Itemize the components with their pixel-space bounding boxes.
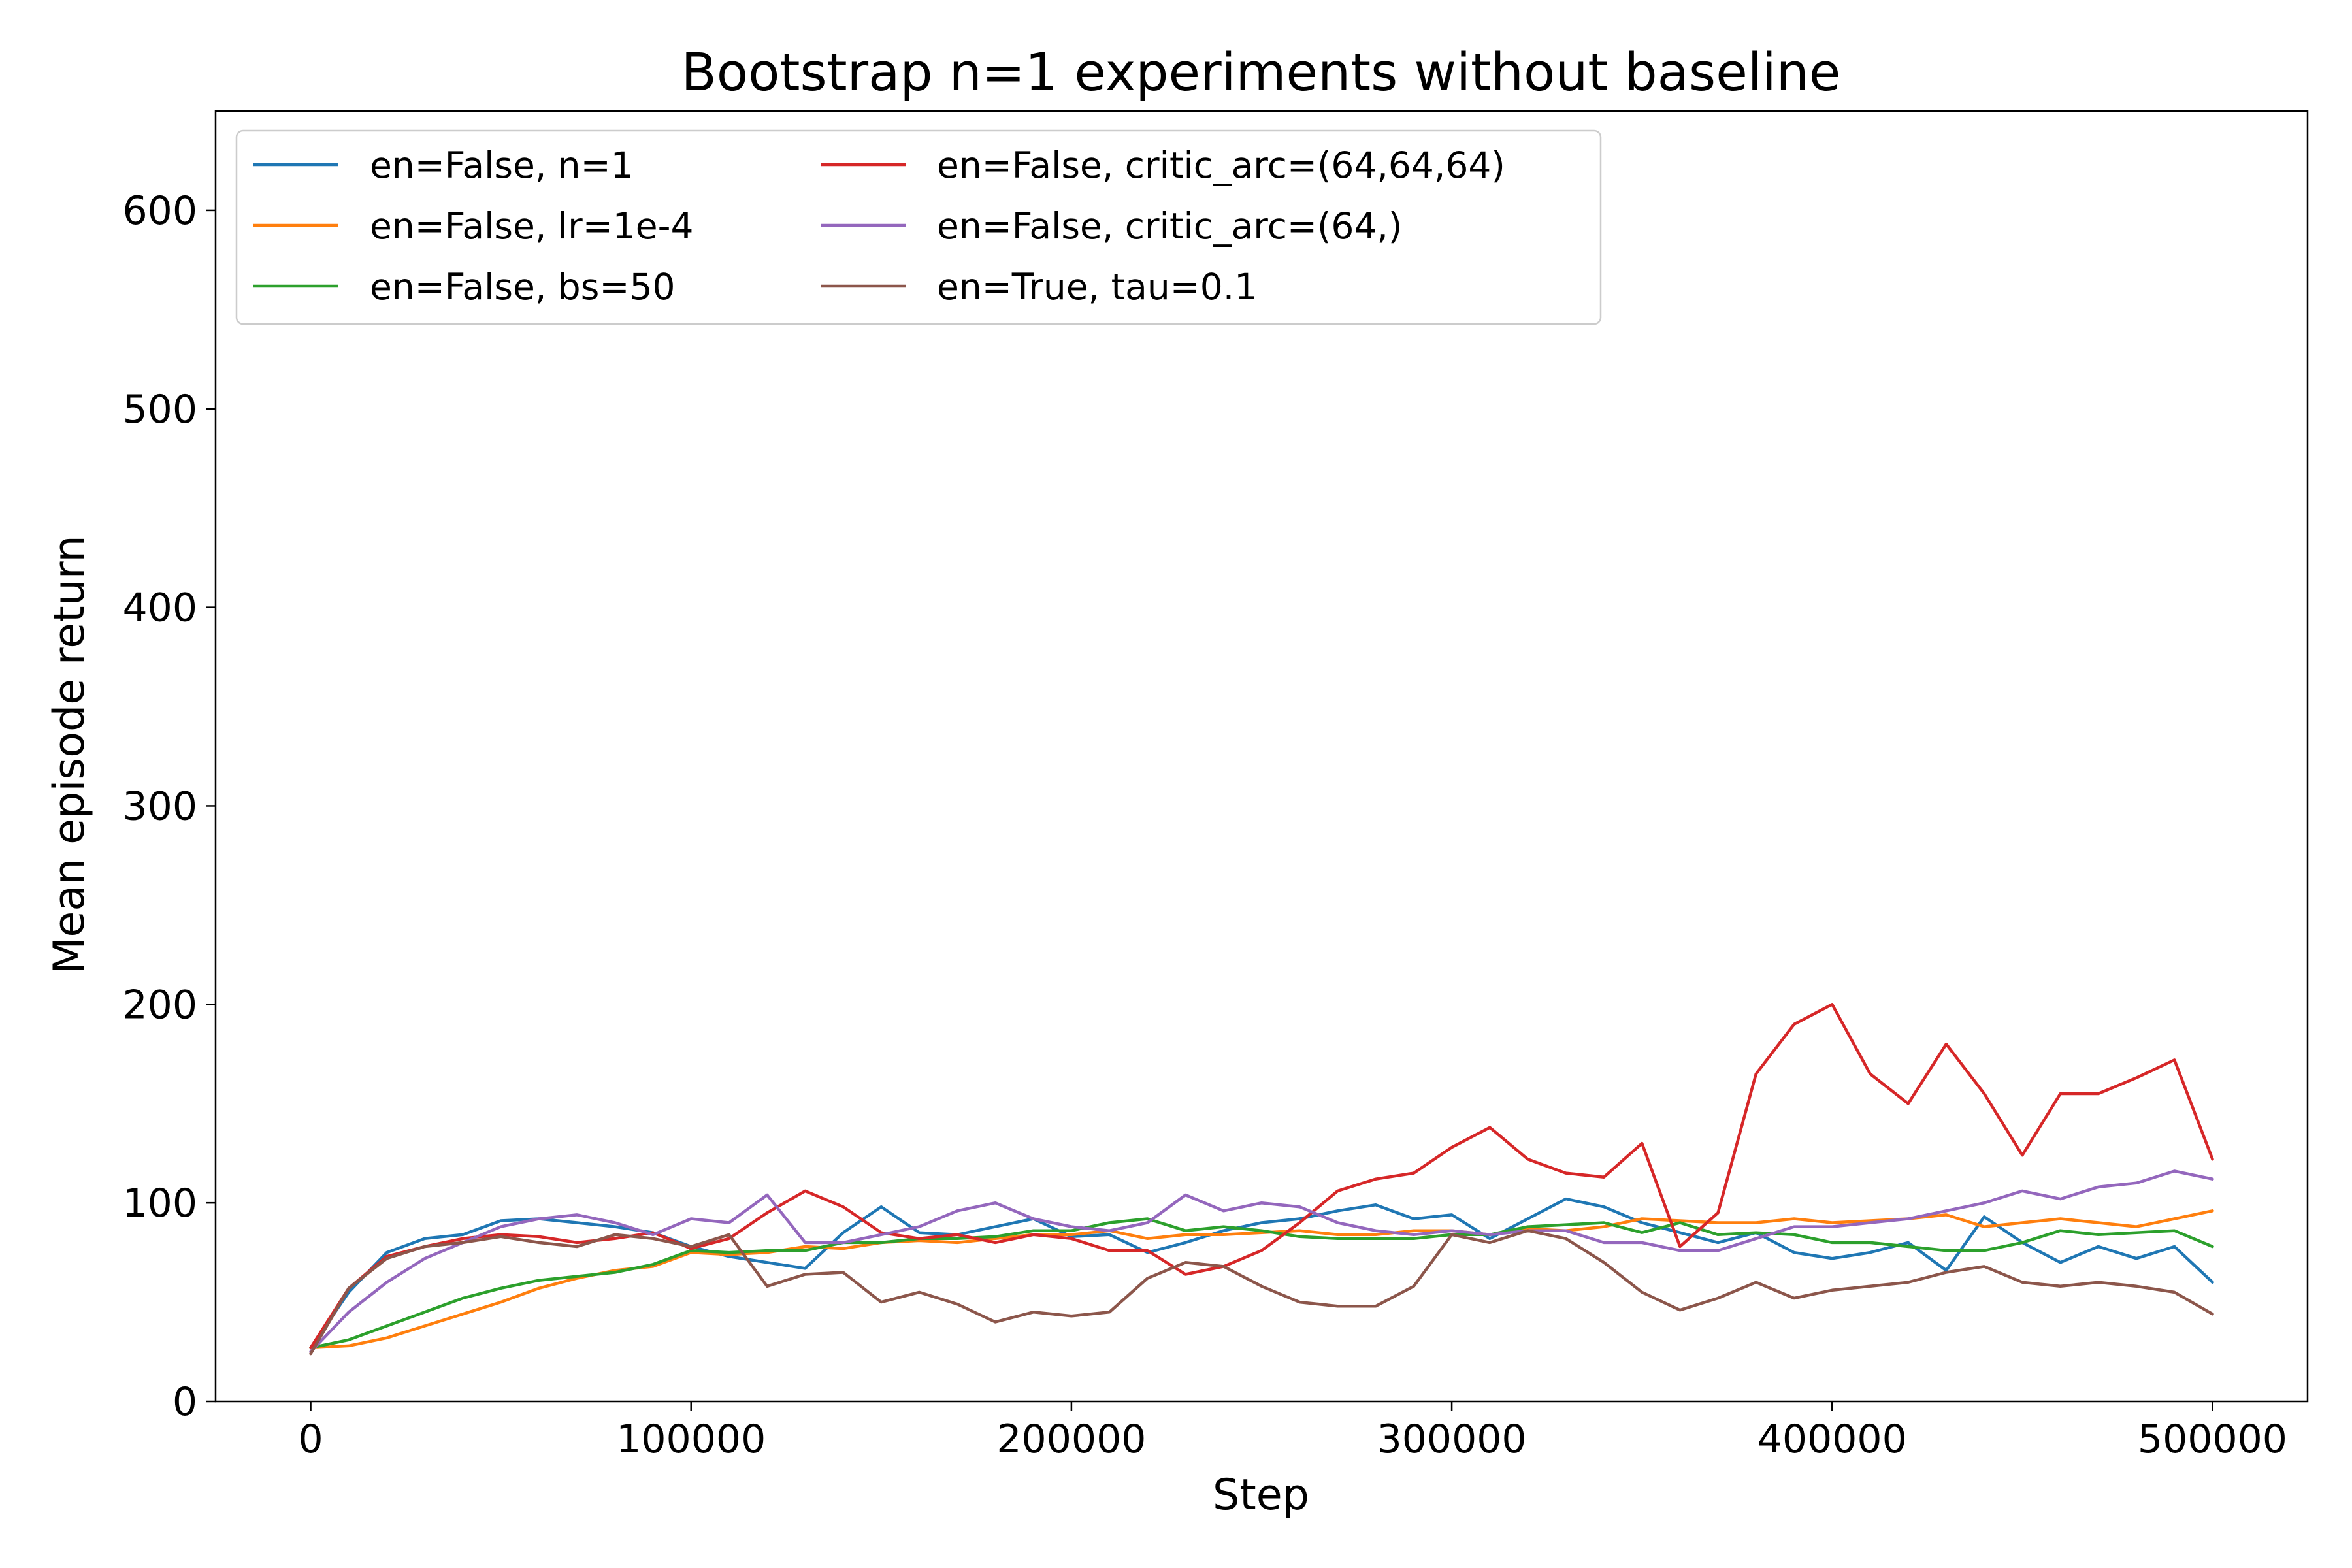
legend-label: en=False, critic_arc=(64,) [937,205,1402,247]
series-line-6 [309,1229,2214,1356]
x-tick-label: 300000 [1377,1416,1527,1462]
x-tick-label: 200000 [996,1416,1146,1462]
x-axis: 0 100000 200000 300000 400000 500000 [298,1401,2287,1462]
x-axis-label: Step [1213,1471,1309,1520]
legend-label: en=False, critic_arc=(64,64,64) [937,144,1505,186]
chart-title: Bootstrap n=1 experiments without baseli… [681,42,1841,103]
plot-area [309,1003,2214,1356]
plot-frame [214,110,2309,1403]
series-line-5 [309,1169,2214,1354]
legend-label: en=False, lr=1e-4 [370,205,693,247]
legend-label: en=False, n=1 [370,144,634,186]
x-tick-label: 0 [298,1416,323,1462]
y-tick-label: 500 [122,387,197,433]
x-tick-label: 100000 [616,1416,766,1462]
y-tick-label: 100 [122,1181,197,1226]
legend: en=False, n=1 en=False, lr=1e-4 en=False, … [235,129,1602,325]
y-axis: 0 100 200 300 400 500 600 [122,188,216,1425]
y-tick-label: 600 [122,188,197,234]
y-tick-label: 200 [122,982,197,1028]
legend-label: en=True, tau=0.1 [937,266,1257,308]
legend-box [235,129,1602,325]
y-tick-label: 0 [172,1379,197,1425]
y-axis-label: Mean episode return [45,535,94,973]
y-tick-label: 400 [122,585,197,631]
x-tick-label: 500000 [2138,1416,2287,1462]
legend-label: en=False, bs=50 [370,266,675,308]
y-tick-label: 300 [122,783,197,829]
x-tick-label: 400000 [1757,1416,1907,1462]
series-line-3 [309,1217,2214,1350]
